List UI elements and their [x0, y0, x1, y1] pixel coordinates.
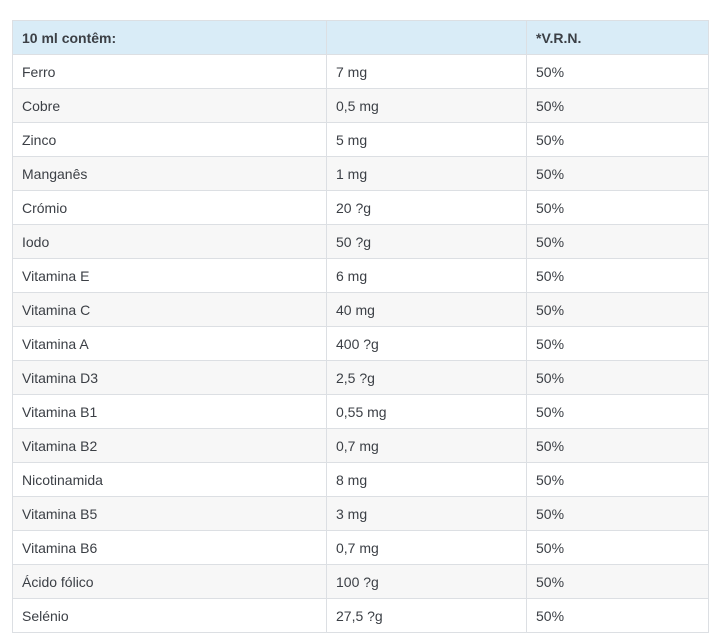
- vrn-cell: 50%: [526, 530, 709, 565]
- nutrition-table: 10 ml contêm: *V.R.N. Ferro 7 mg 50% Cobre 0…: [12, 20, 709, 633]
- vrn-cell: 50%: [526, 598, 709, 633]
- amount-cell: 0,55 mg: [326, 394, 527, 429]
- amount-cell: 0,7 mg: [326, 428, 527, 463]
- nutrient-cell: Crómio: [12, 190, 327, 225]
- amount-cell: 27,5 ?g: [326, 598, 527, 633]
- nutrient-cell: Vitamina D3: [12, 360, 327, 395]
- amount-cell: 100 ?g: [326, 564, 527, 599]
- table-row: Iodo 50 ?g 50%: [12, 224, 709, 259]
- table-row: Vitamina B6 0,7 mg 50%: [12, 530, 709, 565]
- table-row: Zinco 5 mg 50%: [12, 122, 709, 157]
- nutrient-cell: Vitamina E: [12, 258, 327, 293]
- nutrient-cell: Vitamina B6: [12, 530, 327, 565]
- nutrient-cell: Iodo: [12, 224, 327, 259]
- amount-cell: 0,7 mg: [326, 530, 527, 565]
- nutrient-cell: Vitamina C: [12, 292, 327, 327]
- nutrient-cell: Zinco: [12, 122, 327, 157]
- vrn-cell: 50%: [526, 292, 709, 327]
- nutrient-cell: Vitamina B2: [12, 428, 327, 463]
- table-row: Vitamina B5 3 mg 50%: [12, 496, 709, 531]
- vrn-cell: 50%: [526, 122, 709, 157]
- table-body: Ferro 7 mg 50% Cobre 0,5 mg 50% Zinco 5 mg 50% Ma…: [12, 54, 709, 633]
- table-row: Vitamina B1 0,55 mg 50%: [12, 394, 709, 429]
- table-row: Vitamina B2 0,7 mg 50%: [12, 428, 709, 463]
- nutrition-table-container: 10 ml contêm: *V.R.N. Ferro 7 mg 50% Cobre 0…: [12, 20, 709, 633]
- amount-cell: 8 mg: [326, 462, 527, 497]
- vrn-cell: 50%: [526, 258, 709, 293]
- vrn-cell: 50%: [526, 394, 709, 429]
- amount-cell: 2,5 ?g: [326, 360, 527, 395]
- vrn-cell: 50%: [526, 156, 709, 191]
- nutrient-cell: Vitamina A: [12, 326, 327, 361]
- vrn-cell: 50%: [526, 190, 709, 225]
- vrn-cell: 50%: [526, 54, 709, 89]
- vrn-cell: 50%: [526, 224, 709, 259]
- vrn-cell: 50%: [526, 496, 709, 531]
- amount-cell: 20 ?g: [326, 190, 527, 225]
- amount-cell: 5 mg: [326, 122, 527, 157]
- table-row: Ácido fólico 100 ?g 50%: [12, 564, 709, 599]
- amount-cell: 3 mg: [326, 496, 527, 531]
- table-row: Manganês 1 mg 50%: [12, 156, 709, 191]
- nutrient-cell: Nicotinamida: [12, 462, 327, 497]
- vrn-cell: 50%: [526, 360, 709, 395]
- amount-cell: 1 mg: [326, 156, 527, 191]
- table-row: Nicotinamida 8 mg 50%: [12, 462, 709, 497]
- amount-cell: 50 ?g: [326, 224, 527, 259]
- vrn-cell: 50%: [526, 428, 709, 463]
- header-row: 10 ml contêm: *V.R.N.: [12, 20, 709, 55]
- table-row: Ferro 7 mg 50%: [12, 54, 709, 89]
- amount-cell: 7 mg: [326, 54, 527, 89]
- nutrient-cell: Ácido fólico: [12, 564, 327, 599]
- table-row: Vitamina A 400 ?g 50%: [12, 326, 709, 361]
- vrn-cell: 50%: [526, 462, 709, 497]
- table-row: Cobre 0,5 mg 50%: [12, 88, 709, 123]
- nutrient-cell: Vitamina B1: [12, 394, 327, 429]
- nutrient-cell: Vitamina B5: [12, 496, 327, 531]
- nutrient-cell: Selénio: [12, 598, 327, 633]
- vrn-cell: 50%: [526, 326, 709, 361]
- header-cell-amount: [326, 20, 527, 55]
- amount-cell: 0,5 mg: [326, 88, 527, 123]
- table-row: Vitamina D3 2,5 ?g 50%: [12, 360, 709, 395]
- amount-cell: 400 ?g: [326, 326, 527, 361]
- header-cell-vrn: *V.R.N.: [526, 20, 709, 55]
- table-row: Vitamina C 40 mg 50%: [12, 292, 709, 327]
- table-header: 10 ml contêm: *V.R.N.: [12, 20, 709, 55]
- nutrient-cell: Cobre: [12, 88, 327, 123]
- vrn-cell: 50%: [526, 564, 709, 599]
- vrn-cell: 50%: [526, 88, 709, 123]
- table-row: Crómio 20 ?g 50%: [12, 190, 709, 225]
- table-row: Selénio 27,5 ?g 50%: [12, 598, 709, 633]
- amount-cell: 40 mg: [326, 292, 527, 327]
- amount-cell: 6 mg: [326, 258, 527, 293]
- header-cell-nutrient: 10 ml contêm:: [12, 20, 327, 55]
- nutrient-cell: Ferro: [12, 54, 327, 89]
- nutrient-cell: Manganês: [12, 156, 327, 191]
